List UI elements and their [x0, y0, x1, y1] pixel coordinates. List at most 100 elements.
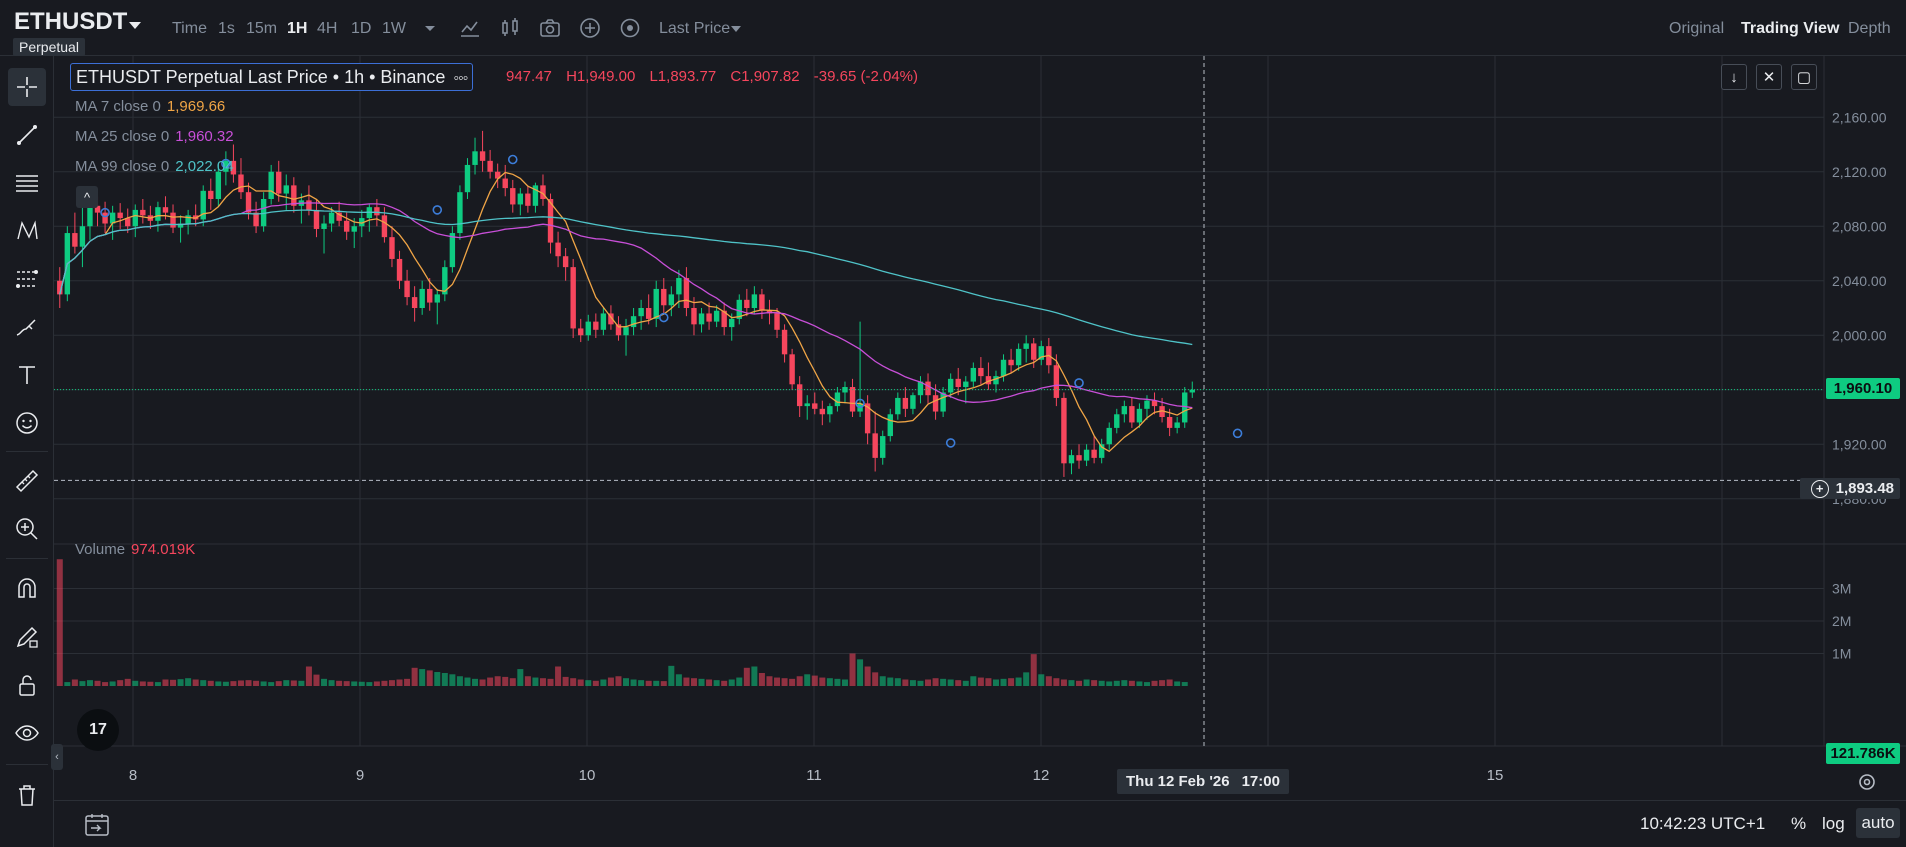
percent-scale-toggle[interactable]: % [1791, 814, 1807, 833]
collapse-legend-button[interactable]: ^ [76, 186, 98, 208]
tab-1w[interactable]: 1W [382, 20, 406, 37]
signal-marker [507, 154, 518, 165]
add-circle-icon[interactable] [578, 16, 602, 40]
view-depth[interactable]: Depth [1848, 20, 1891, 37]
toolbar-collapse-tab[interactable]: ‹ [51, 744, 63, 770]
smiley-icon [16, 412, 38, 434]
auto-scale-toggle[interactable]: auto [1856, 808, 1900, 838]
candle-body [442, 267, 448, 295]
trend-line-tool[interactable] [8, 116, 46, 154]
volume-bar [351, 681, 358, 686]
log-scale-toggle[interactable]: log [1822, 814, 1845, 833]
candle-body [374, 207, 380, 216]
fibonacci-tool[interactable] [8, 260, 46, 298]
tab-4h[interactable]: 4H [317, 20, 338, 37]
volume-bar [1091, 680, 1098, 686]
symbol-legend[interactable]: ETHUSDT Perpetual Last Price • 1h • Bina… [70, 63, 474, 91]
volume-bar [1068, 680, 1075, 686]
volume-bar [1008, 678, 1015, 686]
hide-drawings-tool[interactable] [8, 714, 46, 752]
candle-body [132, 209, 138, 227]
zoom-tool[interactable] [8, 510, 46, 548]
date-tick-label: 10 [579, 767, 596, 784]
tradingview-logo[interactable]: 17 [77, 709, 119, 751]
chevron-down-icon[interactable] [731, 26, 741, 32]
volume-bar [774, 677, 781, 686]
candle-body [978, 367, 984, 377]
volume-bar [623, 678, 630, 686]
symbol-selector[interactable]: ETHUSDT [14, 8, 128, 35]
camera-icon[interactable] [538, 16, 562, 40]
volume-legend[interactable]: Volume 974.019K [75, 541, 195, 558]
ma99-legend[interactable]: MA 99 close 0 2,022.04 [75, 158, 234, 175]
volume-bar [736, 677, 743, 686]
tab-1s[interactable]: 1s [218, 20, 235, 37]
candle-body [759, 294, 765, 311]
tab-time[interactable]: Time [172, 20, 207, 37]
crosshair-price-tag[interactable]: +1,893.48 [1800, 478, 1900, 499]
date-tick-label: 9 [356, 767, 364, 784]
go-to-date-icon[interactable] [83, 812, 111, 838]
candle-body [525, 193, 531, 206]
tab-15m[interactable]: 15m [246, 20, 278, 37]
volume-bar [109, 681, 116, 686]
candle-body [744, 299, 750, 308]
price-chart[interactable]: 2,160.00 2,120.00 2,080.00 2,040.00 2,000.00… [54, 56, 1906, 800]
view-original[interactable]: Original [1669, 20, 1725, 37]
price-source-dropdown[interactable]: Last Price [659, 20, 731, 37]
price-tick-label: 2,080.00 [1832, 218, 1887, 234]
volume-bar [592, 680, 599, 686]
magnet-tool[interactable] [8, 570, 46, 608]
candle-body [917, 381, 924, 396]
pattern-tool[interactable] [8, 212, 46, 250]
remove-drawings-tool[interactable] [8, 776, 46, 814]
volume-bar [79, 681, 86, 686]
emoji-tool[interactable] [8, 404, 46, 442]
volume-bar [502, 676, 509, 686]
timezone-clock[interactable]: 10:42:23 UTC+1 [1640, 814, 1766, 833]
ma7-legend[interactable]: MA 7 close 0 1,969.66 [75, 98, 225, 115]
download-button[interactable]: ↓ [1721, 64, 1747, 90]
tab-1d[interactable]: 1D [351, 20, 372, 37]
more-icon[interactable]: ◦◦◦ [453, 70, 468, 87]
candle-body [268, 171, 274, 199]
settings-gear-icon[interactable] [618, 16, 642, 40]
lock-drawings-tool[interactable] [8, 666, 46, 704]
ma25-legend[interactable]: MA 25 close 0 1,960.32 [75, 128, 234, 145]
volume-bar [849, 653, 856, 686]
more-intervals-chevron-icon[interactable] [418, 16, 442, 40]
crosshair-price-value: 1,893.48 [1835, 480, 1894, 497]
brush-tool[interactable] [8, 308, 46, 346]
volume-tag: 121.786K [1826, 743, 1900, 764]
measure-tool[interactable] [8, 462, 46, 500]
ma99-line [59, 209, 1193, 346]
candle-body [79, 226, 86, 247]
volume-bar [94, 680, 101, 686]
candle-body [774, 313, 780, 330]
volume-bar [940, 678, 947, 686]
fullscreen-button[interactable]: ▢ [1791, 64, 1817, 90]
horizontal-lines-tool[interactable] [8, 164, 46, 202]
chart-type-icon[interactable] [498, 16, 522, 40]
view-trading-view[interactable]: Trading View [1741, 20, 1840, 37]
text-tool[interactable] [8, 356, 46, 394]
add-alert-icon[interactable]: + [1810, 479, 1829, 498]
volume-bar [1023, 672, 1030, 686]
chevron-down-icon[interactable] [129, 22, 141, 29]
volume-bar [562, 676, 569, 686]
volume-bar [638, 680, 645, 686]
volume-bar [1166, 679, 1173, 686]
crosshair-tool[interactable] [8, 68, 46, 106]
volume-bar [464, 677, 471, 686]
volume-bar [1121, 680, 1128, 686]
stay-in-drawing-tool[interactable] [8, 618, 46, 656]
axis-settings-gear-icon[interactable] [1855, 770, 1879, 794]
axis-labels: 2,160.00 2,120.00 2,080.00 2,040.00 2,000.00… [129, 109, 1887, 784]
arrow-down-icon: ↓ [1730, 68, 1738, 86]
volume-bar [1159, 680, 1166, 686]
candle-body [411, 297, 418, 308]
pencil-lock-icon [16, 626, 38, 648]
tab-1h[interactable]: 1H [287, 20, 308, 37]
collapse-panes-button[interactable]: ✕ [1756, 64, 1782, 90]
indicators-icon[interactable] [458, 16, 482, 40]
